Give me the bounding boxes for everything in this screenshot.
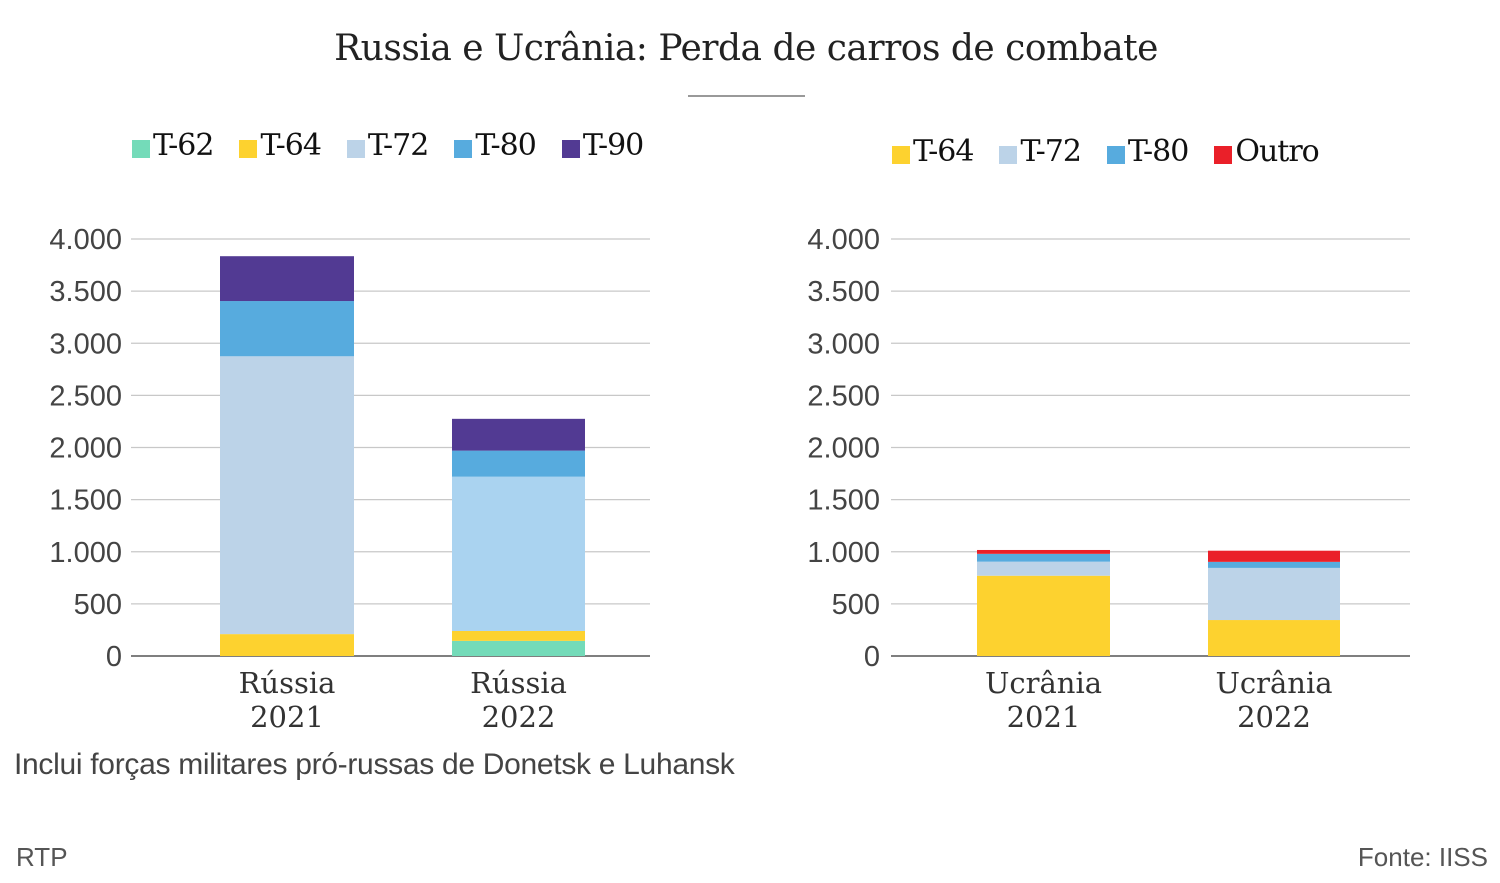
- bar-segment-t-80: [452, 450, 585, 477]
- chart-ukraine: 0 500 1.000 1.500 2.000 2.500 3.000 3.500 4.000 U…: [807, 224, 1410, 734]
- y-tick-label: 2.000: [807, 433, 880, 465]
- bar-segment-t-90: [452, 418, 585, 451]
- y-tick-label: 3.000: [49, 328, 122, 360]
- x-tick-label: Rússia: [470, 666, 567, 700]
- legend-swatch: [132, 139, 150, 158]
- legend-russia: T-62 T-64 T-72 T-80 T-90: [132, 128, 669, 163]
- x-tick-label: 2021: [250, 700, 324, 734]
- legend-label: T-90: [582, 128, 644, 163]
- legend-swatch: [454, 139, 473, 158]
- bar-segment-t-80: [1208, 561, 1340, 568]
- legend-label: T-62: [153, 128, 214, 163]
- bar-segment-outro: [977, 549, 1110, 554]
- x-tick-label: 2022: [1237, 700, 1311, 734]
- legend-label: T-64: [913, 134, 974, 169]
- legend-item-t-90: T-90: [561, 128, 644, 163]
- legend-swatch: [892, 145, 910, 164]
- y-tick-label: 1.000: [807, 537, 880, 569]
- bar-segment-t-72: [220, 356, 354, 635]
- footnote: Inclui forças militares pró-russas de Do…: [14, 748, 735, 781]
- legend-swatch: [346, 139, 365, 158]
- y-tick-label: 2.000: [49, 433, 122, 465]
- y-tick-label: 1.500: [807, 485, 880, 517]
- bar-segment-t-72: [452, 476, 585, 631]
- y-tick-label: 3.500: [49, 276, 122, 308]
- legend-ukraine: T-64 T-72 T-80 Outro: [892, 134, 1345, 169]
- y-tick-label: 500: [832, 589, 880, 621]
- legend-swatch: [999, 145, 1018, 164]
- legend-item-t-80: T-80: [454, 128, 537, 163]
- y-tick-label: 1.500: [49, 485, 122, 517]
- y-tick-label: 0: [864, 641, 880, 673]
- legend-label: T-80: [475, 128, 536, 163]
- x-tick-label: Ucrânia: [1215, 666, 1332, 700]
- x-tick-label: Ucrânia: [985, 666, 1102, 700]
- legend-item-outro: Outro: [1214, 134, 1320, 169]
- y-tick-label: 500: [74, 589, 122, 621]
- bar-segment-t-64: [1208, 620, 1340, 656]
- legend-item-t-64: T-64: [239, 128, 322, 163]
- legend-label: T-80: [1127, 134, 1189, 169]
- bar-segment-t-64: [452, 630, 585, 641]
- chart-title: Russia e Ucrânia: Perda de carros de com…: [334, 28, 1158, 69]
- y-tick-label: 4.000: [49, 224, 122, 256]
- legend-swatch: [1214, 145, 1233, 164]
- x-tick-label: Rússia: [239, 666, 336, 700]
- legend-item-t-64: T-64: [892, 134, 974, 169]
- title-divider: [688, 95, 805, 97]
- legend-label: T-72: [367, 128, 429, 163]
- y-tick-label: 2.500: [49, 380, 122, 412]
- bar-segment-t-72: [977, 561, 1110, 576]
- credit: RTP: [16, 842, 68, 872]
- y-tick-label: 2.500: [807, 380, 880, 412]
- bar-segment-t-62: [452, 640, 585, 656]
- bar-segment-t-80: [977, 553, 1110, 562]
- legend-item-t-62: T-62: [132, 128, 214, 163]
- bar-segment-outro: [1208, 550, 1340, 562]
- chart-russia: 0 500 1.000 1.500 2.000 2.500 3.000 3.500 4.000 R…: [49, 224, 650, 734]
- legend-swatch: [561, 139, 580, 158]
- legend-item-t-80: T-80: [1106, 134, 1189, 169]
- x-tick-label: 2022: [482, 700, 556, 734]
- legend-swatch: [239, 139, 258, 158]
- y-tick-label: 4.000: [807, 224, 880, 256]
- bar-segment-t-64: [220, 634, 354, 656]
- legend-item-t-72: T-72: [346, 128, 429, 163]
- legend-swatch: [1106, 145, 1125, 164]
- legend-label: Outro: [1235, 134, 1319, 169]
- source: Fonte: IISS: [1357, 842, 1488, 872]
- x-tick-label: 2021: [1007, 700, 1081, 734]
- legend-label: T-64: [260, 128, 321, 163]
- y-tick-label: 0: [106, 641, 122, 673]
- bar-segment-t-90: [220, 256, 354, 302]
- legend-item-t-72: T-72: [999, 134, 1082, 169]
- bar-segment-t-80: [220, 301, 354, 357]
- y-tick-label: 3.000: [807, 328, 880, 360]
- bar-segment-t-72: [1208, 567, 1340, 621]
- legend-label: T-72: [1020, 134, 1081, 169]
- y-tick-label: 3.500: [807, 276, 880, 308]
- y-tick-label: 1.000: [49, 537, 122, 569]
- bar-segment-t-64: [977, 575, 1110, 656]
